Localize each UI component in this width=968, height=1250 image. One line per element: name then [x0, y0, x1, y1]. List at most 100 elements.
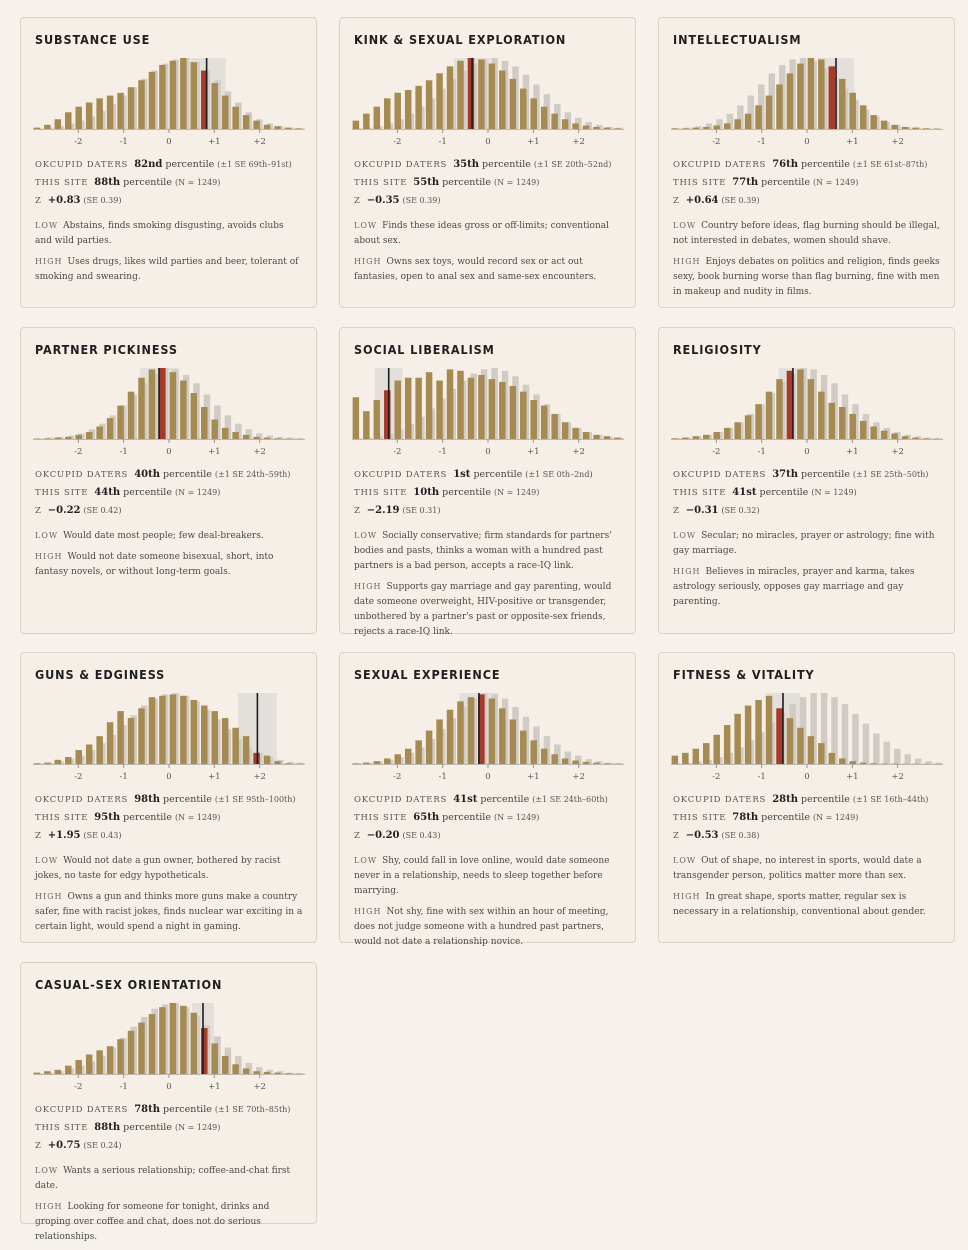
z-standard-error: (SE 0.43) [84, 831, 122, 840]
site-bar [159, 65, 165, 129]
site-bar [191, 700, 197, 764]
site-bar [436, 73, 442, 129]
z-score: +1.95 [48, 830, 81, 841]
site-bar [138, 1022, 144, 1074]
stats-block: OKCUPID DATERS 35th percentile (±1 SE 20… [354, 156, 624, 210]
site-bar [604, 128, 610, 129]
high-text: Looking for someone for tonight, drinks … [35, 1202, 269, 1242]
site-bar [211, 83, 217, 129]
axis-tick-label: -1 [439, 137, 447, 147]
site-bar [222, 718, 228, 764]
site-percentile-word: percentile [442, 812, 491, 823]
user-bin-bar [384, 390, 390, 439]
site-bar [755, 700, 761, 764]
low-text: Would not date a gun owner, bothered by … [35, 856, 281, 881]
okcupid-percentile-word: percentile [801, 794, 850, 805]
z-line: Z −0.31 (SE 0.32) [673, 502, 943, 520]
site-sample-size: (N = 1249) [175, 178, 220, 187]
okcupid-label: OKCUPID DATERS [35, 160, 128, 170]
site-bar [180, 381, 186, 439]
site-bar [426, 731, 432, 764]
site-percentile: 41st [732, 487, 756, 498]
site-line: THIS SITE 95th percentile (N = 1249) [35, 809, 305, 827]
low-text: Abstains, finds smoking disgusting, avoi… [35, 221, 284, 246]
site-bar [682, 438, 688, 439]
site-bar [881, 121, 887, 129]
okcupid-line: OKCUPID DATERS 41st percentile (±1 SE 24… [354, 791, 624, 809]
okcupid-percentile: 1st [453, 469, 470, 480]
axis-tick-label: +1 [846, 772, 859, 782]
site-bar [274, 126, 280, 129]
site-bar [776, 379, 782, 439]
axis-tick-label: 0 [166, 447, 171, 457]
axis-tick-label: -2 [74, 1082, 82, 1092]
axis-tick-label: +2 [253, 447, 266, 457]
z-line: Z +0.64 (SE 0.39) [673, 192, 943, 210]
okcupid-percentile: 28th [772, 794, 798, 805]
site-bar [745, 706, 751, 764]
site-bar [253, 1071, 259, 1074]
high-tag: HIGH [35, 257, 63, 266]
site-percentile: 65th [413, 812, 439, 823]
okcupid-se-range: (±1 SE 69th–91st) [217, 160, 292, 169]
site-bar [180, 58, 186, 129]
site-bar [222, 1056, 228, 1074]
high-tag: HIGH [354, 907, 382, 916]
z-standard-error: (SE 0.24) [84, 1141, 122, 1150]
site-bar [117, 93, 123, 129]
site-label: THIS SITE [673, 178, 726, 188]
site-bar [734, 119, 740, 129]
site-bar [128, 718, 134, 764]
site-bar [243, 736, 249, 764]
axis-tick-label: +2 [572, 772, 585, 782]
site-bar [55, 1070, 61, 1074]
site-bar [384, 98, 390, 129]
site-bar [572, 123, 578, 129]
okcupid-line: OKCUPID DATERS 40th percentile (±1 SE 24… [35, 466, 305, 484]
high-tag: HIGH [35, 1202, 63, 1211]
site-bar [75, 1060, 81, 1074]
site-bar [499, 382, 505, 439]
low-tag: LOW [673, 221, 696, 230]
okcupid-se-range: (±1 SE 0th–2nd) [525, 470, 592, 479]
site-bar [65, 1066, 71, 1074]
okcupid-bar [915, 758, 921, 764]
site-bar [745, 415, 751, 439]
card-title: SUBSTANCE USE [35, 32, 150, 47]
high-tag: HIGH [354, 582, 382, 591]
z-line: Z −0.22 (SE 0.42) [35, 502, 305, 520]
site-bar [510, 386, 516, 439]
okcupid-percentile: 98th [134, 794, 160, 805]
low-text: Finds these ideas gross or off-limits; c… [354, 221, 609, 246]
axis-tick-label: 0 [166, 1082, 171, 1092]
okcupid-percentile-word: percentile [480, 794, 529, 805]
site-bar [808, 379, 814, 439]
site-bar [693, 436, 699, 439]
site-bar [541, 406, 547, 439]
axis-tick-label: -1 [758, 772, 766, 782]
site-bar [447, 710, 453, 764]
site-percentile-word: percentile [761, 177, 810, 188]
okcupid-label: OKCUPID DATERS [354, 160, 447, 170]
okcupid-se-range: (±1 SE 24th–59th) [215, 470, 291, 479]
site-bar [128, 87, 134, 129]
site-bar [138, 708, 144, 764]
site-bar [583, 126, 589, 129]
okcupid-bar [894, 749, 900, 764]
site-bar [468, 378, 474, 439]
z-label: Z [673, 506, 680, 516]
site-bar [353, 763, 359, 764]
axis-tick-label: +1 [208, 137, 221, 147]
site-bar [180, 696, 186, 764]
site-bar [34, 763, 40, 764]
site-bar [415, 378, 421, 439]
